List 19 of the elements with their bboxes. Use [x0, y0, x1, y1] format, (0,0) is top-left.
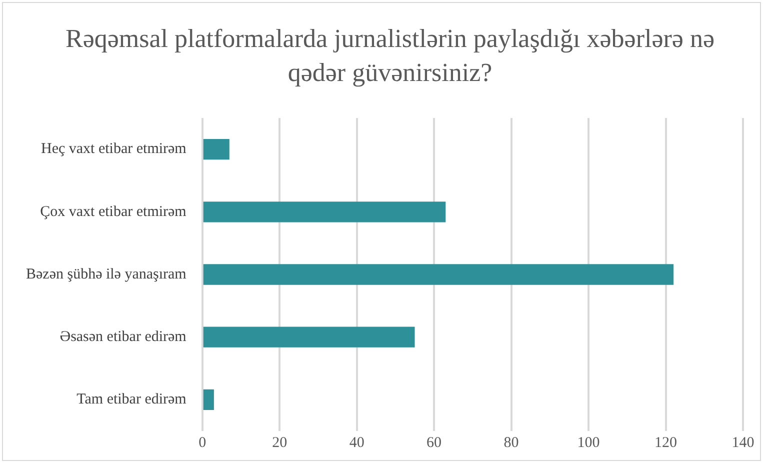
x-tick-label: 120 [654, 434, 678, 451]
x-tick-label: 100 [577, 434, 600, 451]
y-tick-label: Tam etibar edirəm [76, 392, 187, 408]
x-tick-label: 0 [198, 434, 206, 451]
bar [203, 202, 446, 222]
y-tick-label: Bəzən şübhə ilə yanaşıram [26, 266, 187, 282]
x-tick-label: 20 [272, 434, 288, 451]
x-tick-label: 80 [504, 434, 519, 451]
bar [203, 389, 214, 410]
bar [203, 326, 415, 348]
y-tick-label: Əsasən etibar edirəm [60, 329, 187, 346]
x-tick-label: 60 [426, 434, 442, 451]
bar [203, 138, 230, 160]
bar [203, 264, 674, 285]
y-tick-label: Heç vaxt etibar etmirəm [40, 141, 187, 158]
x-tick-label: 40 [349, 434, 364, 451]
x-tick-label: 140 [732, 434, 754, 451]
chart-title: Rəqəmsal platformalarda jurnalistlərin paylaşdığı xəbərlərə nə qədər güvənirsiniz? [64, 23, 716, 89]
y-tick-label: Çox vaxt etibar etmirəm [40, 204, 187, 220]
